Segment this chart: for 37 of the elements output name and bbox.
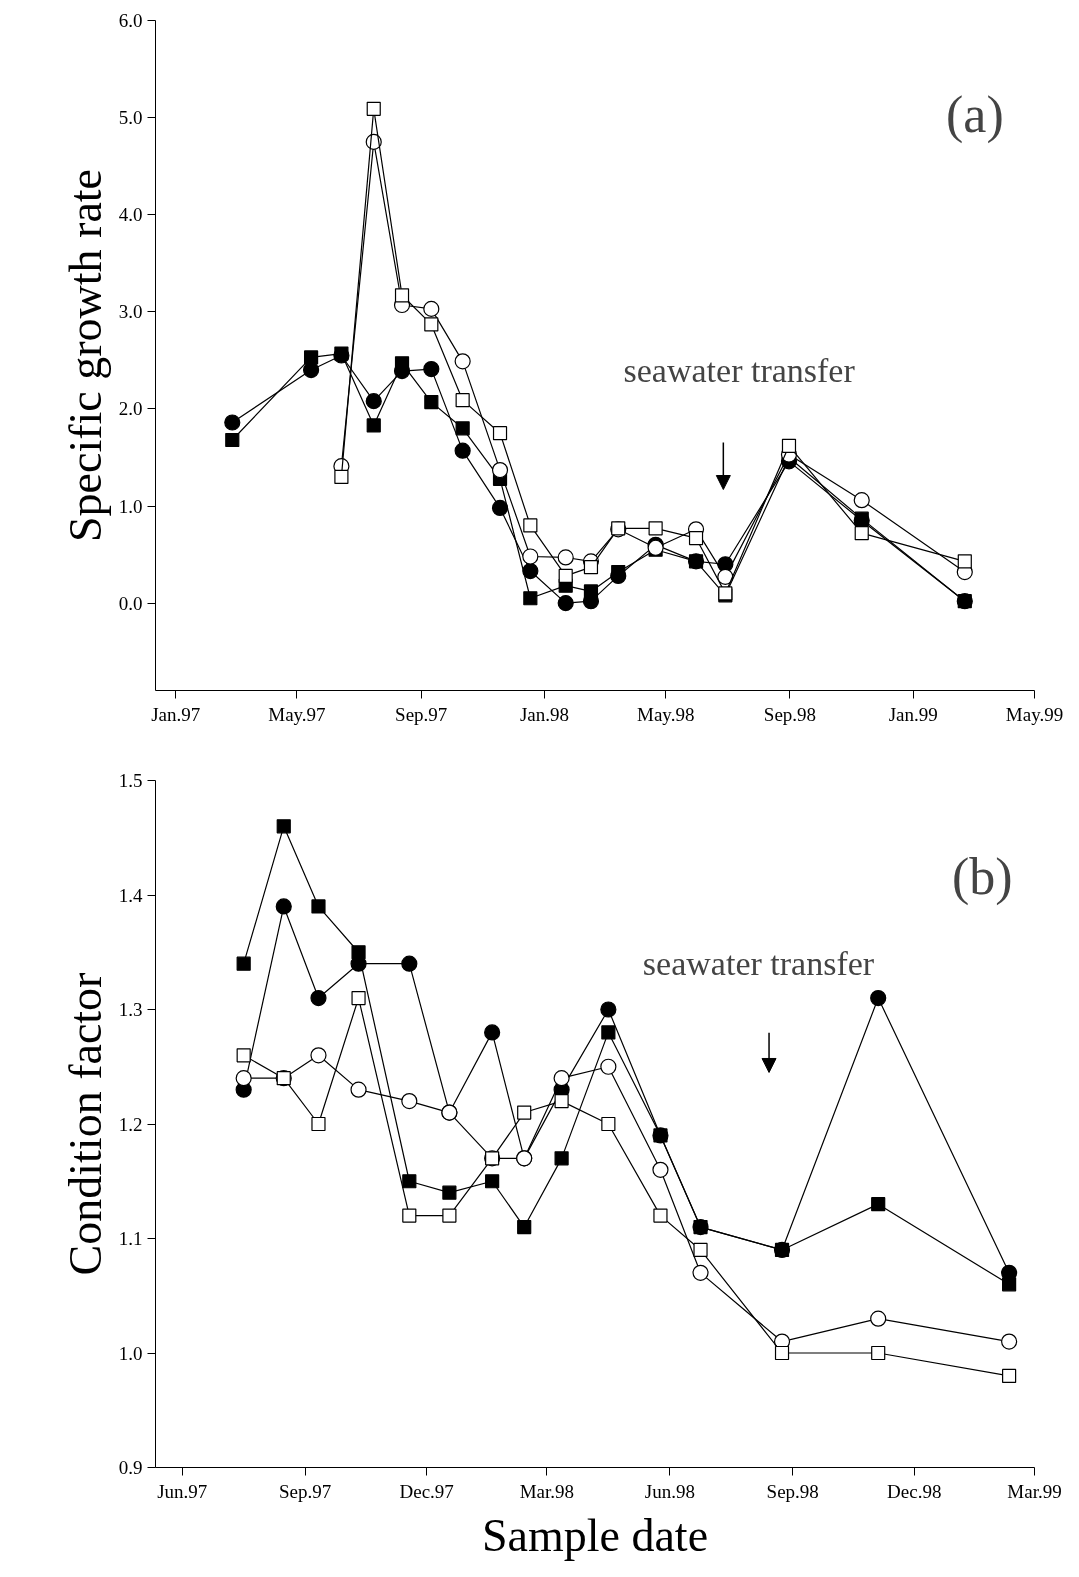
y-tick-label: 4.0	[118, 204, 143, 226]
y-tick-label: 1.1	[118, 1228, 143, 1249]
y-tick-label: 1.4	[118, 884, 143, 906]
x-tick-label: Sep.98	[763, 703, 817, 725]
x-tick-label: Jan.98	[519, 703, 570, 725]
x-tick-label: May.97	[268, 703, 326, 725]
x-tick-label: Dec.97	[399, 1480, 454, 1502]
y-tick-label: 5.0	[118, 107, 143, 129]
y-tick-label: 1.3	[118, 999, 143, 1020]
y-tick-label: 2.0	[118, 398, 143, 420]
x-tick-label: Mar.98	[519, 1480, 575, 1502]
y-tick-label: 3.0	[118, 301, 143, 323]
y-tick-label: 0.0	[118, 592, 143, 614]
y-axis-title: Condition factor	[59, 972, 111, 1276]
x-tick-label: Sep.97	[278, 1480, 332, 1502]
x-tick-label: Mar.99	[1007, 1480, 1062, 1502]
y-axis-title: Specific growth rate	[59, 169, 111, 542]
x-axis-title: Sample date	[481, 1509, 709, 1561]
annotation: (a)	[946, 85, 1004, 144]
x-tick-label: Jun.97	[157, 1480, 208, 1502]
y-tick-label: 1.2	[118, 1113, 143, 1135]
y-tick-label: 1.0	[118, 1342, 143, 1364]
y-tick-label: 1.5	[118, 770, 143, 791]
annotation: seawater transfer	[623, 351, 856, 389]
x-tick-label: Jan.99	[888, 703, 938, 725]
annotation: (b)	[951, 848, 1013, 907]
x-tick-label: Dec.98	[887, 1480, 942, 1502]
y-tick-label: 1.0	[118, 495, 143, 517]
x-tick-label: Sep.97	[395, 703, 448, 725]
x-tick-label: Sep.98	[766, 1480, 819, 1502]
y-tick-label: 0.9	[118, 1457, 143, 1478]
x-tick-label: Jun.98	[644, 1480, 695, 1502]
x-tick-label: May.99	[1005, 703, 1064, 725]
annotation: seawater transfer	[642, 945, 875, 983]
x-tick-label: Jan.97	[151, 703, 201, 725]
x-tick-label: May.98	[637, 703, 695, 725]
y-tick-label: 6.0	[118, 10, 143, 31]
